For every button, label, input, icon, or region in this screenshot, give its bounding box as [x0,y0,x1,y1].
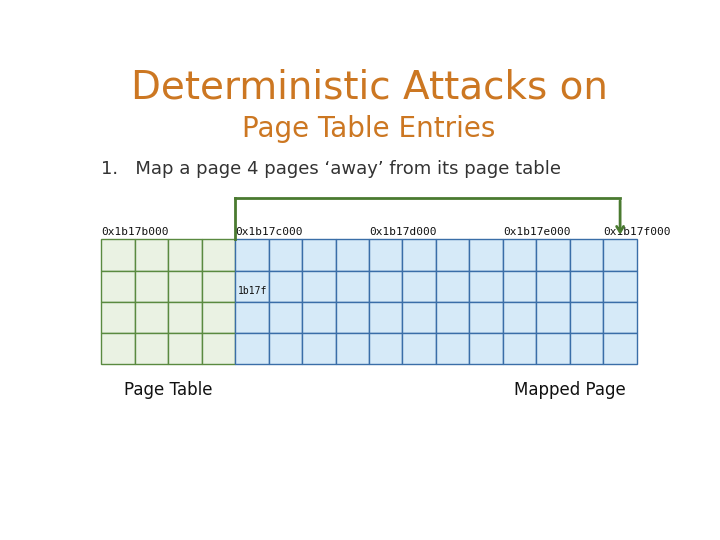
Bar [101,271,135,302]
Text: Page Table Entries: Page Table Entries [243,114,495,143]
Bar [570,302,603,333]
Text: 0x1b17d000: 0x1b17d000 [369,227,436,238]
Bar [202,333,235,364]
Bar [168,333,202,364]
Bar [235,333,269,364]
Bar [202,302,235,333]
Bar [436,271,469,302]
Text: Deterministic Attacks on: Deterministic Attacks on [130,69,608,107]
Text: Mapped Page: Mapped Page [514,381,626,399]
Bar [536,239,570,271]
Bar [536,271,570,302]
Bar [269,271,302,302]
Text: Page Table: Page Table [124,381,212,399]
Bar [469,302,503,333]
Bar [570,333,603,364]
Bar [235,271,269,302]
Bar [402,271,436,302]
Text: 0x1b17e000: 0x1b17e000 [503,227,570,238]
Bar [603,271,637,302]
Bar [369,239,402,271]
Bar [101,239,135,271]
Bar [202,239,235,271]
Text: 0x1b17b000: 0x1b17b000 [101,227,168,238]
Bar [101,333,135,364]
Bar [436,302,469,333]
Bar [469,239,503,271]
Bar [402,333,436,364]
Bar [168,239,202,271]
Text: 1b17f: 1b17f [238,286,267,296]
Bar [369,271,402,302]
Text: 0x1b17c000: 0x1b17c000 [235,227,302,238]
Bar [336,333,369,364]
Bar [570,271,603,302]
Bar [402,302,436,333]
Bar [503,271,536,302]
Bar [503,239,536,271]
Bar [235,239,269,271]
Bar [436,239,469,271]
Bar [402,239,436,271]
Bar [503,302,536,333]
Bar [336,239,369,271]
Bar [135,271,168,302]
Bar [436,333,469,364]
Bar [336,302,369,333]
Bar [202,271,235,302]
Bar [168,302,202,333]
Bar [101,302,135,333]
Bar [269,239,302,271]
Bar [302,239,336,271]
Bar [235,302,269,333]
Bar [135,239,168,271]
Text: 1.   Map a page 4 pages ‘away’ from its page table: 1. Map a page 4 pages ‘away’ from its pa… [101,160,561,178]
Bar [469,333,503,364]
Bar [135,302,168,333]
Bar [336,271,369,302]
Bar [302,271,336,302]
Bar [269,302,302,333]
Bar [570,239,603,271]
Bar [536,302,570,333]
Bar [302,333,336,364]
Bar [269,333,302,364]
Bar [603,302,637,333]
Bar [135,333,168,364]
Bar [469,271,503,302]
Bar [302,302,336,333]
Bar [503,333,536,364]
Bar [168,271,202,302]
Bar [536,333,570,364]
Bar [603,333,637,364]
Bar [369,302,402,333]
Bar [603,239,637,271]
Text: 0x1b17f000: 0x1b17f000 [603,227,671,238]
Bar [369,333,402,364]
